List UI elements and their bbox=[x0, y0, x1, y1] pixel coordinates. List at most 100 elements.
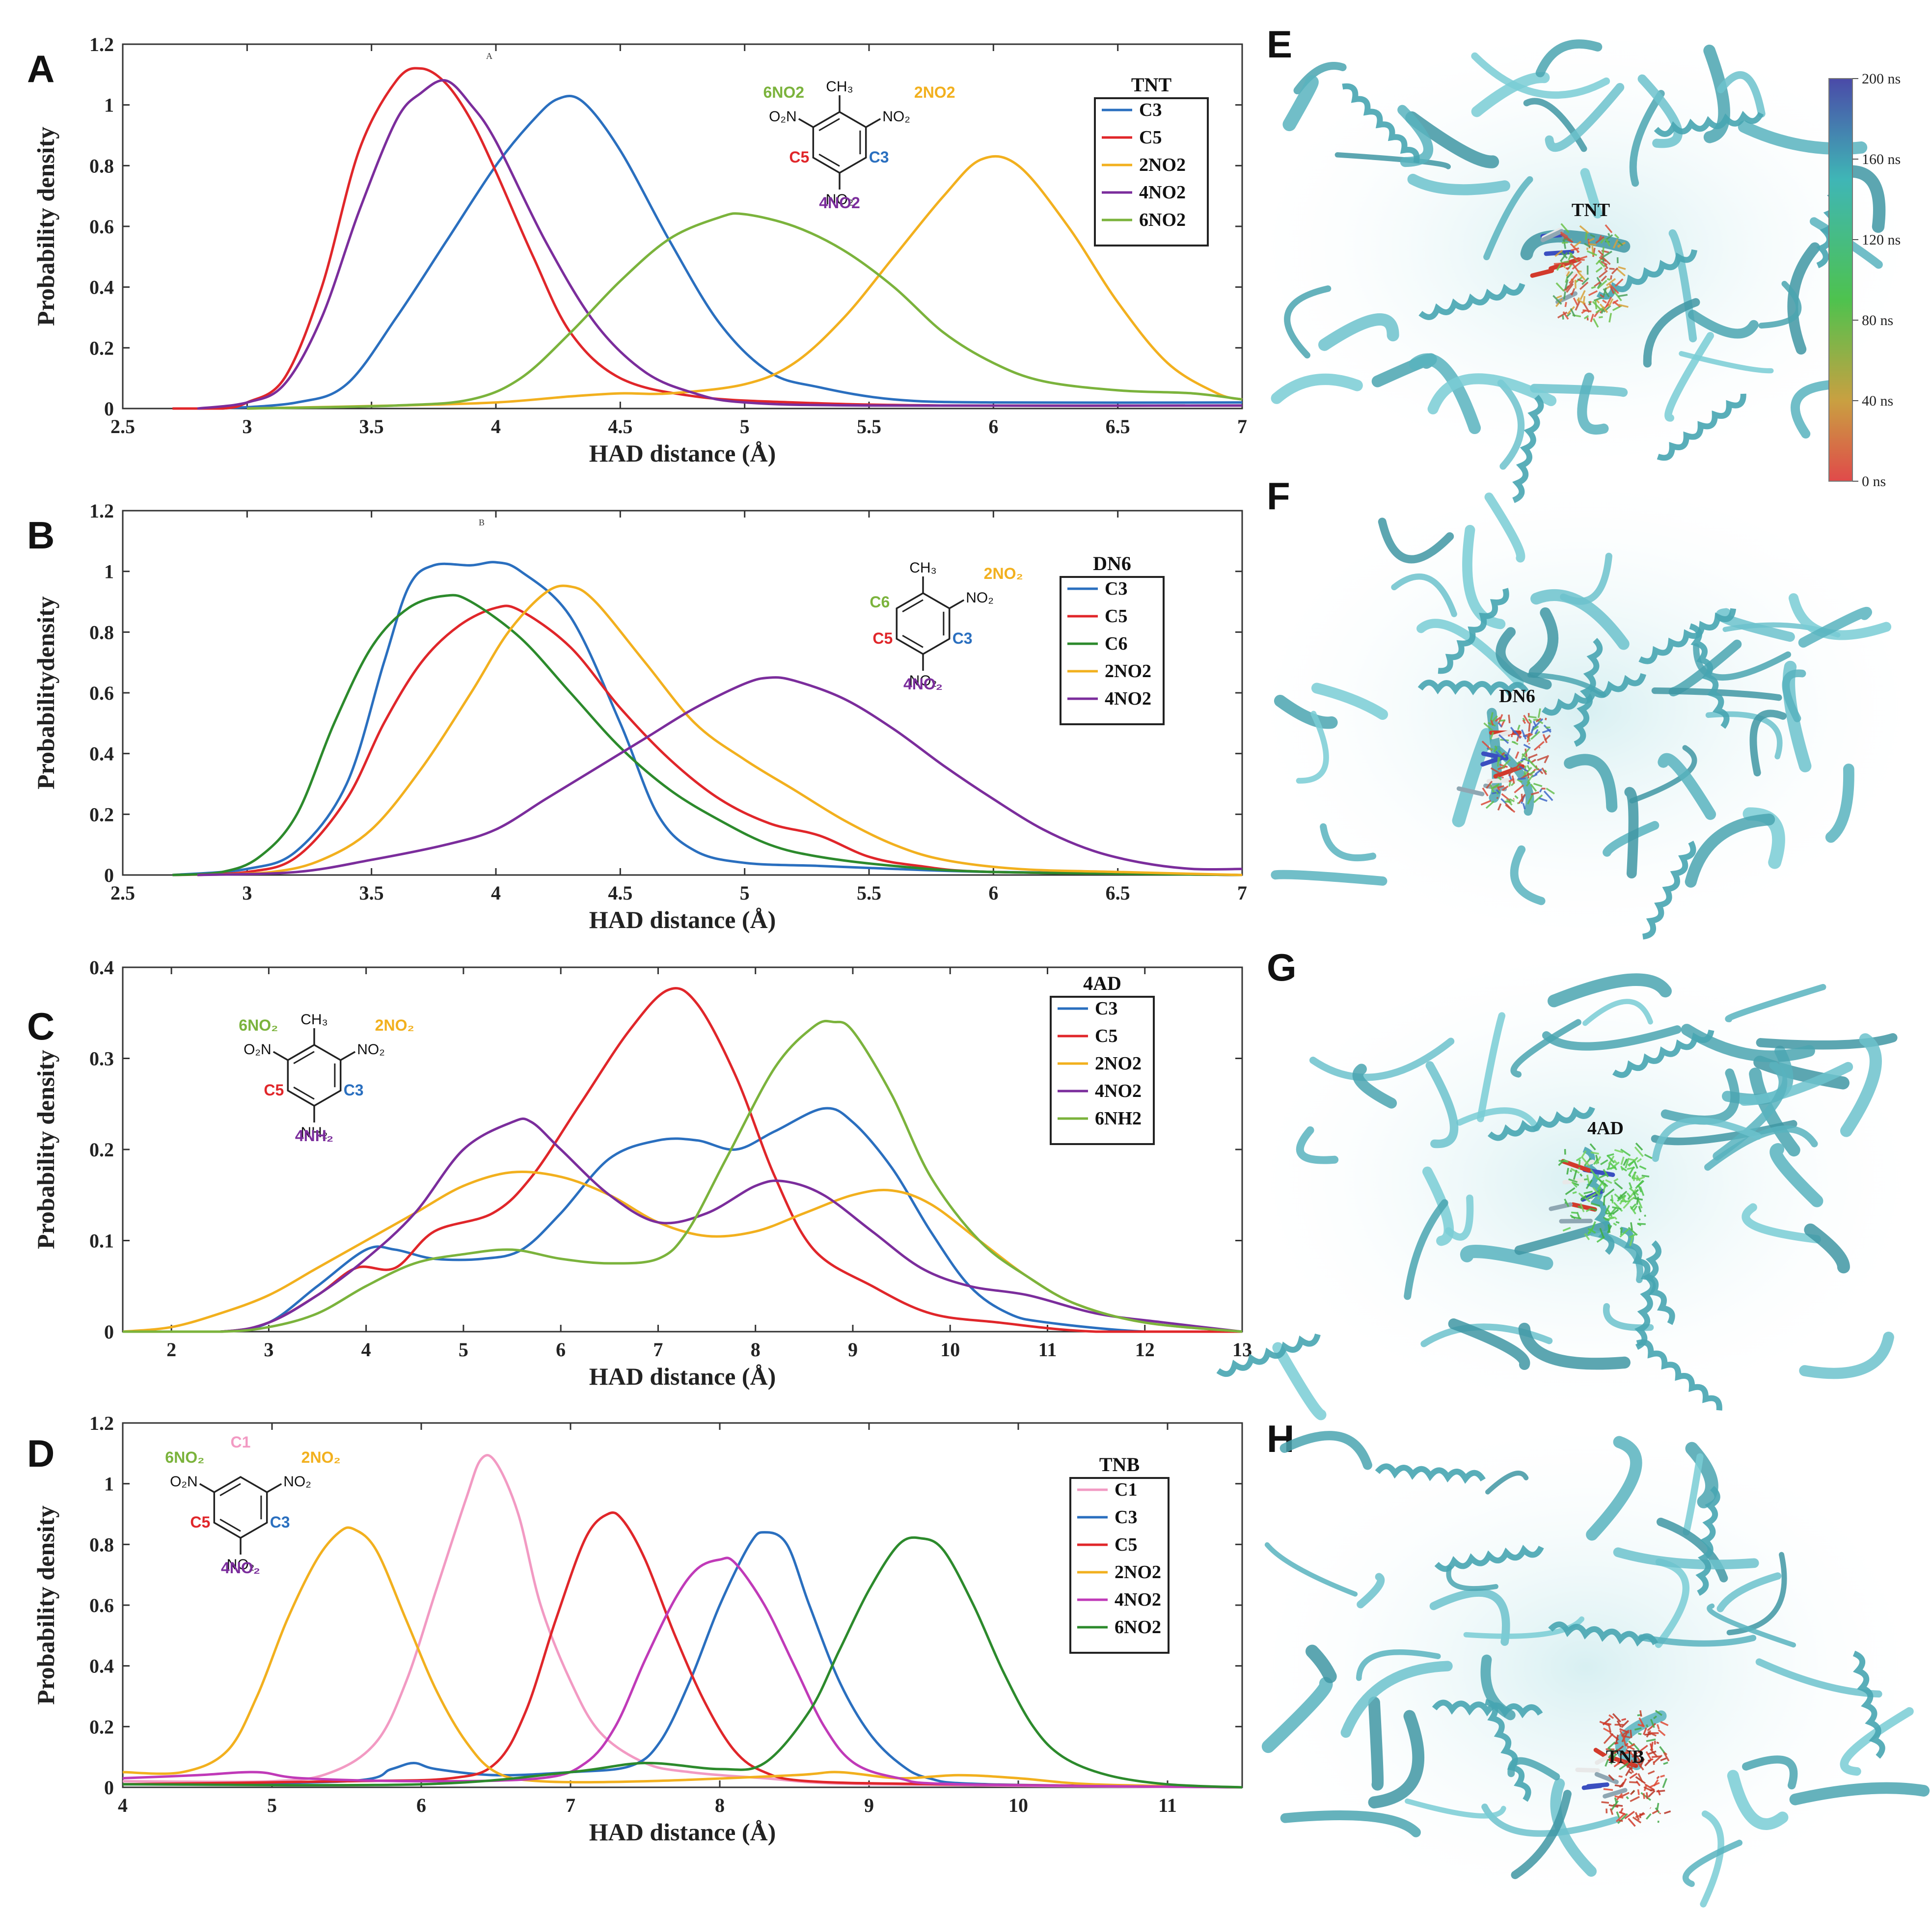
ligand-trajectory-stroke bbox=[1495, 750, 1501, 757]
protein-helix bbox=[1216, 1333, 1321, 1377]
ligand-trajectory-stroke bbox=[1533, 721, 1537, 727]
ligand-trajectory-stroke bbox=[1655, 1710, 1662, 1716]
ligand-trajectory-stroke bbox=[1514, 784, 1524, 793]
ligand-trajectory-stroke bbox=[1634, 1812, 1640, 1821]
protein-ribbon bbox=[1560, 552, 1612, 605]
ligand-trajectory-stroke bbox=[1612, 1713, 1621, 1723]
protein-ribbon bbox=[1535, 39, 1603, 78]
x-tick-label: 12 bbox=[1135, 1339, 1155, 1361]
protein-ribbon bbox=[1510, 1019, 1581, 1078]
ligand-trajectory-stroke bbox=[1626, 1743, 1629, 1746]
ligand-trajectory-stroke bbox=[1634, 1765, 1638, 1768]
protein-ribbon bbox=[1739, 1062, 1853, 1106]
ligand-trajectory-stroke bbox=[1599, 303, 1608, 313]
protein-ribbon bbox=[1580, 168, 1603, 219]
ligand-trajectory-stroke bbox=[1634, 1727, 1642, 1731]
ligand-trajectory-stroke bbox=[1578, 297, 1580, 303]
x-tick-label: 2.5 bbox=[110, 882, 135, 904]
y-tick-label: 1.2 bbox=[89, 33, 114, 55]
protein-ribbon bbox=[1352, 1064, 1397, 1109]
ligand-trajectory-stroke bbox=[1568, 1178, 1578, 1183]
x-tick-label: 6 bbox=[416, 1794, 426, 1816]
ligand-trajectory-stroke bbox=[1636, 1196, 1639, 1205]
ligand-trajectory-stroke bbox=[1560, 231, 1568, 238]
ligand-trajectory-stroke bbox=[1638, 1218, 1641, 1221]
series-line-c3 bbox=[122, 1531, 1243, 1789]
ligand-trajectory-stroke bbox=[1565, 280, 1575, 291]
protein-ribbon bbox=[1798, 607, 1872, 648]
ligand-trajectory-stroke bbox=[1663, 1761, 1668, 1765]
y-tick-label: 0.8 bbox=[89, 621, 114, 643]
x-tick-label: 6.5 bbox=[1106, 882, 1130, 904]
ligand-trajectory-stroke bbox=[1508, 781, 1512, 787]
x-tick-label: 9 bbox=[848, 1339, 858, 1361]
chart-panel-B: B 2.5 3 3.5 4 4.5 5 5.5 6 6.5 7 0 0.2 0.4 0.6 0.8 1 1.2 HA… bbox=[27, 500, 1247, 933]
ligand-trajectory-stroke bbox=[1514, 795, 1519, 799]
ligand-trajectory-stroke bbox=[1565, 236, 1573, 243]
ligand-trajectory-stroke bbox=[1591, 286, 1596, 289]
legend-entry: C3 bbox=[1139, 100, 1162, 120]
substituent-bottom: NH₂ bbox=[301, 1124, 328, 1141]
ligand-trajectory-stroke bbox=[1607, 1206, 1618, 1217]
ligand-trajectory-stroke bbox=[1618, 266, 1626, 270]
ligand-trajectory-stroke bbox=[1501, 776, 1504, 779]
ligand-trajectory-stroke bbox=[1586, 250, 1598, 256]
protein-helix bbox=[1418, 282, 1525, 320]
cofactor-stick bbox=[1560, 1159, 1591, 1173]
protein-ribbon bbox=[1471, 52, 1610, 99]
ligand-trajectory-stroke bbox=[1580, 1195, 1587, 1201]
ligand-trajectory-stroke bbox=[1591, 1221, 1596, 1231]
protein-ribbon bbox=[1613, 1547, 1759, 1570]
ligand-trajectory-stroke bbox=[1621, 1718, 1627, 1721]
ligand-trajectory-stroke bbox=[1617, 1761, 1620, 1765]
protein-ribbon bbox=[1758, 280, 1802, 329]
ligand-trajectory-stroke bbox=[1638, 1732, 1642, 1735]
ligand-trajectory-stroke bbox=[1595, 236, 1605, 244]
protein-ribbon bbox=[1693, 643, 1792, 681]
protein-ribbon bbox=[1261, 1677, 1333, 1753]
ligand-trajectory-stroke bbox=[1605, 234, 1613, 241]
ligand-trajectory-stroke bbox=[1500, 798, 1507, 804]
ligand-trajectory-stroke bbox=[1598, 235, 1602, 240]
legend-entry: C5 bbox=[1105, 606, 1127, 627]
position-label: C5 bbox=[789, 148, 809, 166]
ligand-trajectory-stroke bbox=[1521, 729, 1527, 739]
ligand-trajectory-stroke bbox=[1571, 238, 1573, 241]
protein-ribbon bbox=[1703, 44, 1730, 143]
ligand-trajectory-stroke bbox=[1640, 1792, 1651, 1801]
ligand-trajectory-stroke bbox=[1611, 1195, 1614, 1203]
ligand-trajectory-stroke bbox=[1614, 1149, 1624, 1153]
series-line-c5 bbox=[122, 1511, 1243, 1789]
ligand-trajectory-stroke bbox=[1560, 223, 1570, 233]
colorbar-gradient bbox=[1828, 78, 1853, 482]
ligand-trajectory-stroke bbox=[1533, 794, 1543, 803]
series-group bbox=[172, 67, 1243, 410]
ligand-trajectory-stroke bbox=[1611, 267, 1619, 274]
ligand-trajectory-stroke bbox=[1565, 267, 1569, 271]
protein-ribbon bbox=[1753, 1055, 1850, 1090]
ligand-trajectory-stroke bbox=[1497, 714, 1503, 724]
substituent-right-top: NO₂ bbox=[357, 1041, 385, 1058]
ligand-trajectory-stroke bbox=[1569, 273, 1578, 284]
panel-letter: C bbox=[27, 1005, 54, 1048]
series-line-c3 bbox=[172, 561, 1243, 876]
cofactor-stick bbox=[1456, 786, 1485, 796]
ligand-trajectory-stroke bbox=[1660, 1721, 1669, 1726]
ligand-trajectory-stroke bbox=[1578, 1205, 1582, 1209]
protein-ribbon bbox=[1427, 373, 1557, 414]
ligand-trajectory-stroke bbox=[1622, 1729, 1630, 1736]
ligand-trajectory-stroke bbox=[1594, 281, 1601, 287]
protein-helix bbox=[1638, 608, 1737, 664]
ligand-trajectory-stroke bbox=[1590, 234, 1596, 238]
position-label: 2NO₂ bbox=[301, 1449, 341, 1466]
ligand-trajectory-stroke bbox=[1513, 741, 1519, 745]
ligand-trajectory-stroke bbox=[1518, 735, 1522, 738]
legend-entry: C1 bbox=[1115, 1479, 1137, 1500]
y-axis-title: Probability density bbox=[32, 1050, 59, 1249]
benzene-ring bbox=[812, 110, 867, 174]
ligand-trajectory-stroke bbox=[1626, 1796, 1629, 1800]
ligand-trajectory-stroke bbox=[1570, 308, 1576, 317]
x-tick-label: 3 bbox=[264, 1339, 273, 1361]
position-label: 2NO₂ bbox=[375, 1016, 414, 1034]
ligand-trajectory-stroke bbox=[1579, 281, 1589, 290]
